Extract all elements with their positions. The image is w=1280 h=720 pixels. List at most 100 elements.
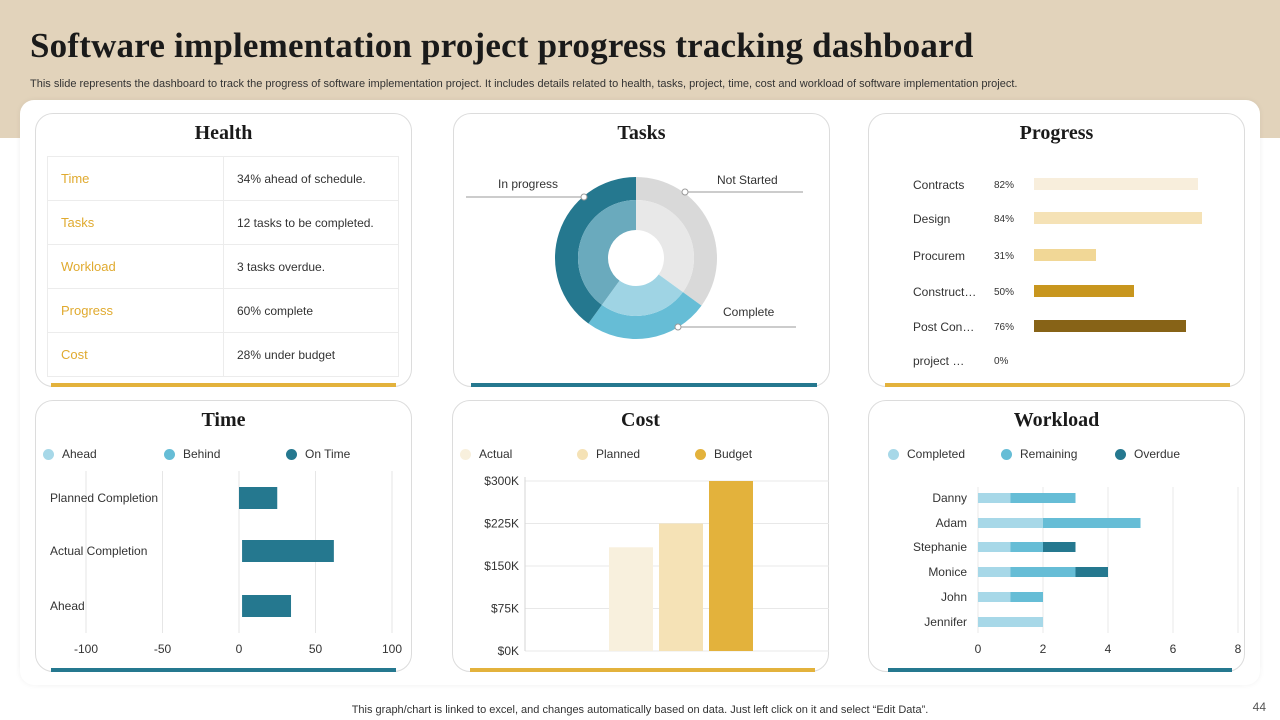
leader-dot (580, 193, 588, 201)
workload-bar-segment (1010, 493, 1076, 503)
progress-category-label: Post Con… (913, 320, 974, 334)
progress-bar (1034, 285, 1134, 297)
y-category-label: Planned Completion (50, 491, 158, 505)
panel-title: Workload (1013, 409, 1100, 431)
health-row-value: 28% under budget (223, 332, 399, 377)
workload-bar-segment (1043, 542, 1076, 552)
health-row: Cost 28% under budget (47, 332, 399, 377)
workload-bar-chart[interactable]: 0 2 4 6 8 Danny Adam Stephanie Monice John Jennife… (869, 401, 1246, 673)
y-category-label: John (941, 590, 967, 604)
legend-label: Ahead (62, 447, 97, 461)
health-panel: Health Time 34% ahead of schedule. Tasks 12… (35, 113, 412, 387)
panel-title: Health (194, 122, 253, 144)
donut-slice (578, 200, 636, 305)
progress-category-label: Design (913, 212, 950, 226)
legend-swatch (286, 448, 297, 460)
label-complete: Complete (723, 305, 775, 319)
label-not-started: Not Started (717, 173, 778, 187)
time-bar (242, 595, 292, 617)
health-row: Tasks 12 tasks to be completed. (47, 200, 399, 245)
panel-accent-bar (51, 668, 396, 672)
tasks-donut-chart[interactable]: In progress Not Started Complete (454, 114, 831, 388)
x-tick-label: 100 (382, 642, 402, 656)
legend-item[interactable]: On Time (286, 447, 350, 461)
panel-accent-bar (51, 383, 396, 387)
cost-bar-chart[interactable]: $300K $225K $150K $75K $0K (453, 401, 830, 673)
progress-panel: Progress Contracts 82% Design 84% Procurem 31… (868, 113, 1245, 387)
donut-slice (555, 177, 636, 324)
legend-item[interactable]: Budget (695, 447, 752, 461)
x-tick-label: 0 (236, 642, 243, 656)
panel-title: Progress (1019, 122, 1094, 144)
y-category-label: Actual Completion (50, 544, 147, 558)
legend-item[interactable]: Actual (460, 447, 512, 461)
progress-bar (1034, 320, 1186, 332)
x-tick-label: 4 (1105, 642, 1112, 656)
progress-bar-chart[interactable]: Contracts 82% Design 84% Procurem 31% Construc… (869, 114, 1246, 388)
legend-item[interactable]: Planned (577, 447, 640, 461)
health-row: Workload 3 tasks overdue. (47, 244, 399, 289)
legend-label: Completed (907, 447, 966, 461)
legend-item[interactable]: Completed (888, 447, 965, 461)
workload-bar-segment (1075, 567, 1108, 577)
health-row-key: Tasks (47, 200, 224, 245)
tasks-panel: Tasks In progress Not Started Complete (453, 113, 830, 387)
page-number: 44 (1252, 700, 1266, 714)
workload-bar-segment (1010, 542, 1043, 552)
progress-value-label: 84% (994, 214, 1014, 225)
legend-label: Budget (714, 447, 753, 461)
x-tick-label: -50 (154, 642, 172, 656)
progress-value-label: 31% (994, 251, 1014, 262)
legend-swatch (1001, 448, 1012, 460)
donut-slice (588, 292, 702, 339)
progress-category-label: Procurem (913, 249, 965, 263)
progress-value-label: 76% (994, 322, 1014, 333)
legend-label: On Time (305, 447, 351, 461)
workload-bar-segment (1010, 567, 1076, 577)
health-row-key: Time (47, 156, 224, 201)
legend-item[interactable]: Behind (164, 447, 220, 461)
health-row-value: 60% complete (223, 288, 399, 333)
workload-bar-segment (978, 567, 1011, 577)
y-tick-label: $0K (498, 644, 519, 658)
x-tick-label: 0 (975, 642, 982, 656)
progress-category-label: Construct… (913, 285, 976, 299)
cost-panel: Cost Actual Planned Budget $300K $225K $150K… (452, 400, 829, 672)
panel-accent-bar (885, 383, 1230, 387)
legend-swatch (888, 448, 899, 460)
donut-slice (601, 274, 683, 316)
label-in-progress: In progress (498, 177, 558, 191)
x-tick-label: 2 (1040, 642, 1047, 656)
panel-accent-bar (471, 383, 817, 387)
legend-label: Planned (596, 447, 641, 461)
y-tick-label: $225K (484, 517, 519, 531)
panel-title: Cost (621, 409, 660, 431)
workload-panel: Workload Completed Remaining Overdue 0 2 4 6 8… (868, 400, 1245, 672)
time-bar-chart[interactable]: -100 -50 0 50 100 Planned Completion Actual Co… (36, 401, 413, 673)
workload-bar-segment (978, 617, 1043, 627)
y-tick-label: $300K (484, 474, 519, 488)
progress-bar (1034, 249, 1096, 261)
y-category-label: Adam (936, 516, 967, 530)
cost-bar (609, 547, 653, 651)
x-tick-label: 6 (1170, 642, 1177, 656)
legend-swatch (164, 448, 175, 460)
health-row-value: 34% ahead of schedule. (223, 156, 399, 201)
health-row-value: 3 tasks overdue. (223, 244, 399, 289)
health-row: Progress 60% complete (47, 288, 399, 333)
progress-bar (1034, 178, 1198, 190)
legend-swatch (577, 448, 588, 460)
progress-value-label: 82% (994, 180, 1014, 191)
legend-item[interactable]: Overdue (1115, 447, 1180, 461)
workload-bar-segment (978, 518, 1043, 528)
x-tick-label: 50 (309, 642, 323, 656)
x-tick-label: -100 (74, 642, 98, 656)
legend-item[interactable]: Ahead (43, 447, 97, 461)
health-row-key: Workload (47, 244, 224, 289)
health-row-key: Cost (47, 332, 224, 377)
leader-dot (681, 188, 689, 196)
y-tick-label: $75K (491, 602, 519, 616)
legend-item[interactable]: Remaining (1001, 447, 1077, 461)
legend-swatch (460, 448, 471, 460)
time-panel: Time Ahead Behind On Time -100 -50 0 50 100 Pla… (35, 400, 412, 672)
